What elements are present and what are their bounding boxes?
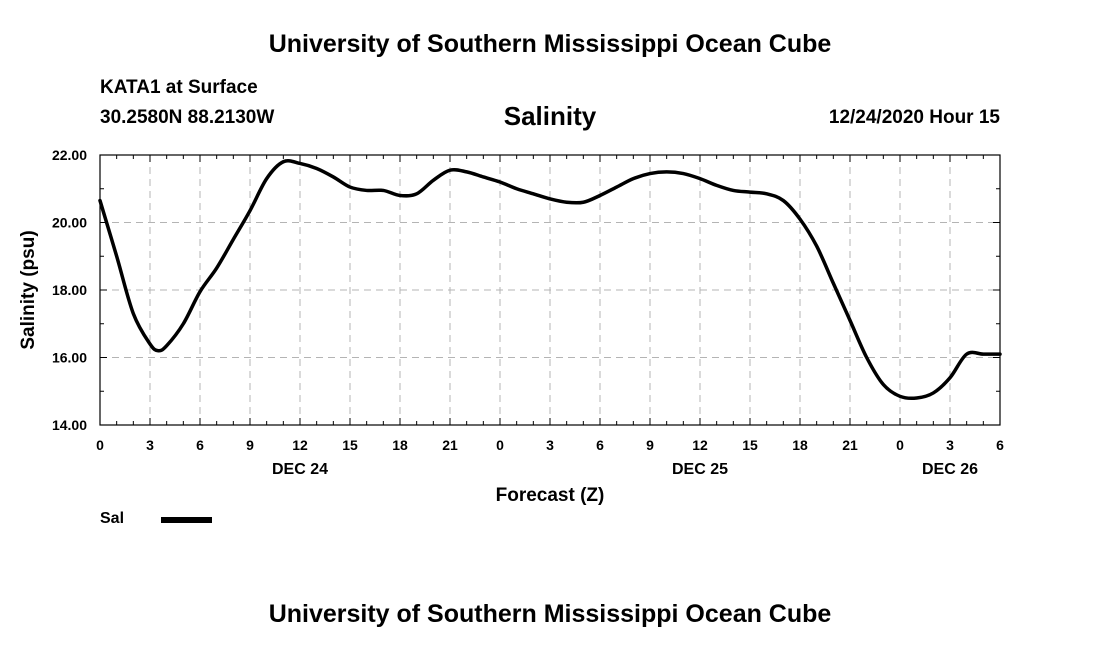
x-tick-label: 21 [842, 437, 858, 453]
y-tick-label: 14.00 [52, 417, 87, 433]
x-tick-label: 3 [146, 437, 154, 453]
axis-labels: 0 3 6 9 12 15 18 21 0 3 6 9 12 15 18 21 0 3 6 14.00 16.00 18.… [52, 147, 1004, 478]
x-tick-label: 15 [342, 437, 358, 453]
y-tick-label: 18.00 [52, 282, 87, 298]
x-tick-label: 18 [392, 437, 408, 453]
x-tick-label: 0 [896, 437, 904, 453]
x-tick-label: 6 [196, 437, 204, 453]
date-label: DEC 25 [672, 461, 728, 478]
x-tick-label: 9 [246, 437, 254, 453]
y-axis-title: Salinity (psu) [18, 230, 39, 349]
x-tick-label: 0 [496, 437, 504, 453]
date-label: DEC 24 [272, 461, 328, 478]
y-tick-label: 20.00 [52, 215, 87, 231]
x-tick-label: 6 [596, 437, 604, 453]
grid-lines [100, 155, 1000, 425]
timestamp-label: 12/24/2020 Hour 15 [828, 107, 1000, 128]
x-tick-label: 12 [692, 437, 708, 453]
legend-label: Sal [100, 510, 125, 527]
plot-frame [99, 154, 1001, 426]
x-tick-label: 9 [646, 437, 654, 453]
series-line-sal [98, 159, 1002, 401]
x-tick-label: 18 [792, 437, 808, 453]
coordinates-label: 30.2580N 88.2130W [100, 107, 275, 128]
x-axis-title: Forecast (Z) [496, 485, 605, 506]
y-tick-label: 22.00 [52, 147, 87, 163]
page-title: University of Southern Mississippi Ocean… [268, 30, 832, 58]
y-tick-label: 16.00 [52, 350, 87, 366]
x-tick-label: 3 [546, 437, 554, 453]
chart-title: Salinity [503, 101, 597, 131]
date-label: DEC 26 [922, 461, 978, 478]
x-tick-label: 15 [742, 437, 758, 453]
x-tick-label: 6 [996, 437, 1004, 453]
x-tick-label: 3 [946, 437, 954, 453]
x-tick-label: 0 [96, 437, 104, 453]
footer-title: University of Southern Mississippi Ocean… [268, 600, 832, 628]
x-tick-label: 12 [292, 437, 308, 453]
series-lines [98, 159, 1002, 401]
x-tick-label: 21 [442, 437, 458, 453]
station-label: KATA1 at Surface [100, 77, 258, 98]
